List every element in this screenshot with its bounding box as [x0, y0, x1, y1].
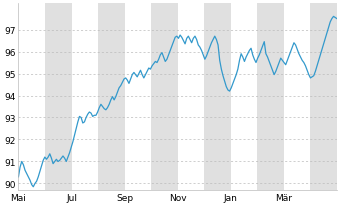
- Bar: [98, 4, 124, 190]
- Bar: [45, 4, 72, 190]
- Bar: [257, 4, 284, 190]
- Bar: [310, 4, 337, 190]
- Bar: [151, 4, 178, 190]
- Bar: [204, 4, 231, 190]
